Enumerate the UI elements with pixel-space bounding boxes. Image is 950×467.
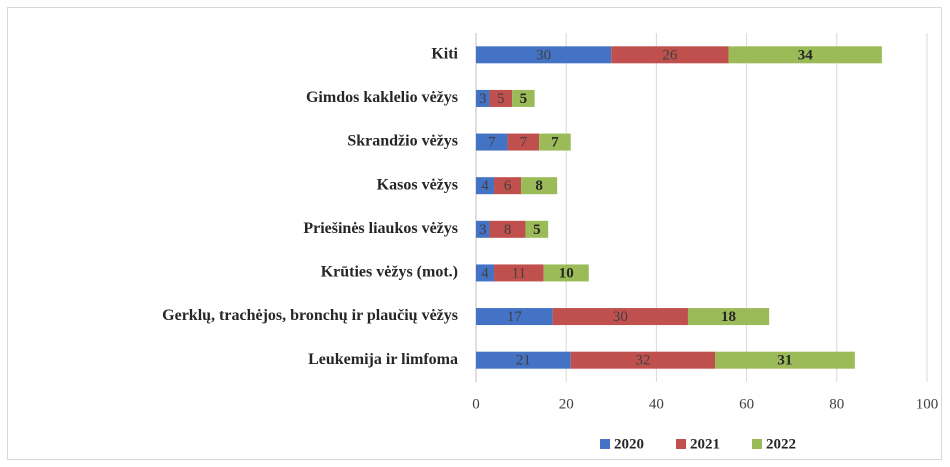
bar-segment <box>543 264 589 282</box>
bar-segment <box>611 46 729 64</box>
category-label: Leukemija ir limfoma <box>308 351 458 368</box>
bar-segment <box>489 89 513 107</box>
data-label: 3 <box>479 91 487 107</box>
category-label: Kasos vėžys <box>377 176 458 193</box>
bar-segment <box>525 220 549 238</box>
data-label: 8 <box>535 178 543 194</box>
category-label: Skrandžio vėžys <box>347 133 458 150</box>
legend-swatch <box>600 439 610 449</box>
chart-border <box>7 7 942 460</box>
bar-segment <box>687 308 770 326</box>
category-label: Priešinės liaukos vėžys <box>303 220 458 237</box>
x-tick-label: 80 <box>829 396 844 412</box>
bar-segment <box>476 177 495 195</box>
data-label: 30 <box>613 309 628 325</box>
bar-segment <box>570 351 716 369</box>
data-label: 5 <box>497 91 505 107</box>
x-tick-label: 40 <box>649 396 664 412</box>
data-label: 7 <box>520 135 528 151</box>
legend-label: 2022 <box>766 436 796 452</box>
bar-segment <box>476 264 495 282</box>
legend-label: 2020 <box>614 436 644 452</box>
bar-segment <box>476 46 612 64</box>
legend-label: 2021 <box>690 436 720 452</box>
bar-segment <box>512 89 535 107</box>
data-label: 32 <box>635 353 650 369</box>
data-label: 5 <box>520 91 528 107</box>
legend-swatch <box>676 439 686 449</box>
category-label: Gerklų, trachėjos, bronchų ir plaučių vė… <box>162 307 458 324</box>
data-label: 10 <box>559 265 574 281</box>
bar-segment <box>476 133 508 151</box>
data-label: 3 <box>479 222 487 238</box>
data-label: 21 <box>516 353 531 369</box>
bar-segment <box>476 351 571 369</box>
bar-segment <box>489 220 526 238</box>
data-label: 34 <box>798 47 814 63</box>
data-label: 4 <box>481 265 489 281</box>
bar-segment <box>494 177 522 195</box>
data-label: 8 <box>504 222 512 238</box>
bar-segment <box>539 133 571 151</box>
data-label: 26 <box>662 47 678 63</box>
category-label: Krūties vėžys (mot.) <box>321 264 458 281</box>
data-label: 6 <box>504 178 512 194</box>
data-label: 18 <box>721 309 736 325</box>
bar-segment <box>715 351 855 369</box>
bar-segment <box>728 46 882 64</box>
x-tick-label: 100 <box>916 396 939 412</box>
bar-segment <box>521 177 558 195</box>
legend-swatch <box>752 439 762 449</box>
bar-segment <box>507 133 540 151</box>
data-label: 4 <box>481 178 489 194</box>
bar-segment <box>476 220 490 238</box>
bar-segment <box>476 89 490 107</box>
bar-segment <box>494 264 544 282</box>
category-label: Gimdos kaklelio vėžys <box>306 89 458 106</box>
data-label: 17 <box>507 309 523 325</box>
data-label: 30 <box>536 47 551 63</box>
x-tick-label: 20 <box>559 396 574 412</box>
data-label: 7 <box>551 135 559 151</box>
data-label: 31 <box>777 353 792 369</box>
category-label: Kiti <box>431 45 458 62</box>
x-tick-label: 0 <box>472 396 480 412</box>
bar-segment <box>552 308 688 326</box>
data-label: 7 <box>488 135 496 151</box>
bar-segment <box>476 308 553 326</box>
data-label: 11 <box>512 265 526 281</box>
data-label: 5 <box>533 222 541 238</box>
x-tick-label: 60 <box>739 396 754 412</box>
